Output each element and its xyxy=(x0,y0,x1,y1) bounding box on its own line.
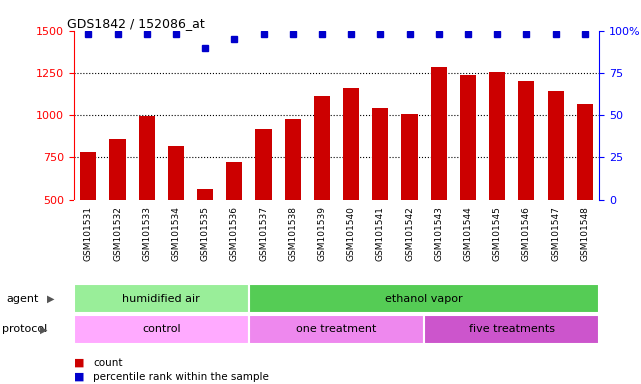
Bar xyxy=(343,88,359,200)
Bar xyxy=(519,81,535,200)
Text: ▶: ▶ xyxy=(40,324,48,334)
Text: GSM101545: GSM101545 xyxy=(493,206,502,261)
Bar xyxy=(80,152,96,200)
Text: GSM101536: GSM101536 xyxy=(230,206,239,261)
Bar xyxy=(197,189,213,200)
Text: one treatment: one treatment xyxy=(296,324,377,334)
Text: GSM101542: GSM101542 xyxy=(405,206,414,261)
Bar xyxy=(489,72,505,200)
Text: GSM101546: GSM101546 xyxy=(522,206,531,261)
Bar xyxy=(110,139,126,200)
Text: protocol: protocol xyxy=(2,324,47,334)
Text: GSM101535: GSM101535 xyxy=(201,206,210,261)
Bar xyxy=(577,104,593,200)
Text: five treatments: five treatments xyxy=(469,324,554,334)
Text: control: control xyxy=(142,324,181,334)
Text: agent: agent xyxy=(6,293,39,304)
Bar xyxy=(226,162,242,200)
Text: GDS1842 / 152086_at: GDS1842 / 152086_at xyxy=(67,17,205,30)
Bar xyxy=(249,284,599,313)
Text: GSM101547: GSM101547 xyxy=(551,206,560,261)
Bar xyxy=(168,146,184,200)
Text: GSM101544: GSM101544 xyxy=(463,206,472,261)
Bar xyxy=(285,119,301,200)
Text: count: count xyxy=(93,358,122,368)
Text: GSM101532: GSM101532 xyxy=(113,206,122,261)
Text: GSM101533: GSM101533 xyxy=(142,206,151,261)
Bar xyxy=(249,315,424,344)
Text: ■: ■ xyxy=(74,372,84,382)
Bar xyxy=(372,108,388,200)
Text: ethanol vapor: ethanol vapor xyxy=(385,293,463,304)
Text: GSM101548: GSM101548 xyxy=(580,206,589,261)
Bar xyxy=(256,129,272,200)
Text: GSM101537: GSM101537 xyxy=(259,206,268,261)
Text: GSM101540: GSM101540 xyxy=(347,206,356,261)
Bar xyxy=(424,315,599,344)
Bar xyxy=(74,284,249,313)
Bar xyxy=(138,116,154,200)
Text: GSM101534: GSM101534 xyxy=(171,206,180,261)
Text: humidified air: humidified air xyxy=(122,293,200,304)
Bar xyxy=(431,67,447,200)
Bar xyxy=(314,96,330,200)
Text: percentile rank within the sample: percentile rank within the sample xyxy=(93,372,269,382)
Text: GSM101539: GSM101539 xyxy=(317,206,326,261)
Bar xyxy=(547,91,563,200)
Text: GSM101531: GSM101531 xyxy=(84,206,93,261)
Text: GSM101543: GSM101543 xyxy=(434,206,443,261)
Text: ▶: ▶ xyxy=(47,293,54,304)
Bar xyxy=(401,114,417,200)
Text: GSM101538: GSM101538 xyxy=(288,206,297,261)
Bar xyxy=(74,315,249,344)
Text: ■: ■ xyxy=(74,358,84,368)
Bar xyxy=(460,74,476,200)
Text: GSM101541: GSM101541 xyxy=(376,206,385,261)
